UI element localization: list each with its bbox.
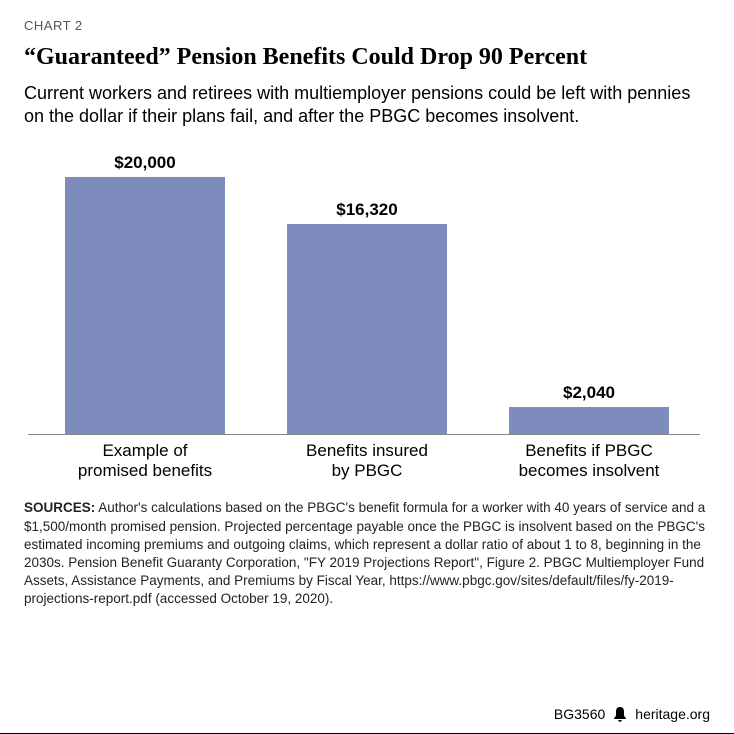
bar-value-label: $16,320: [336, 200, 397, 220]
chart-subtitle: Current workers and retirees with multie…: [24, 82, 710, 129]
sources-text: SOURCES: Author's calculations based on …: [24, 499, 710, 608]
x-axis-label: Benefits if PBGC becomes insolvent: [478, 441, 700, 482]
bar-value-label: $20,000: [114, 153, 175, 173]
footer: BG3560 heritage.org: [554, 706, 710, 722]
bar-group: $20,000: [34, 145, 256, 434]
bar: [509, 407, 669, 433]
x-axis-label: Benefits insured by PBGC: [256, 441, 478, 482]
chart-number-label: CHART 2: [24, 18, 710, 33]
bar: [65, 177, 225, 434]
bar-value-label: $2,040: [563, 383, 615, 403]
bar-chart: $20,000 $16,320 $2,040: [34, 145, 700, 435]
footer-site: heritage.org: [635, 706, 710, 722]
bar: [287, 224, 447, 434]
footer-code: BG3560: [554, 706, 605, 722]
bar-group: $2,040: [478, 145, 700, 434]
x-axis-label: Example of promised benefits: [34, 441, 256, 482]
chart-title: “Guaranteed” Pension Benefits Could Drop…: [24, 43, 710, 72]
bell-icon: [613, 706, 627, 722]
sources-heading: SOURCES:: [24, 500, 95, 515]
sources-body: Author's calculations based on the PBGC'…: [24, 500, 705, 606]
axis-tick: [28, 434, 34, 435]
bar-group: $16,320: [256, 145, 478, 434]
